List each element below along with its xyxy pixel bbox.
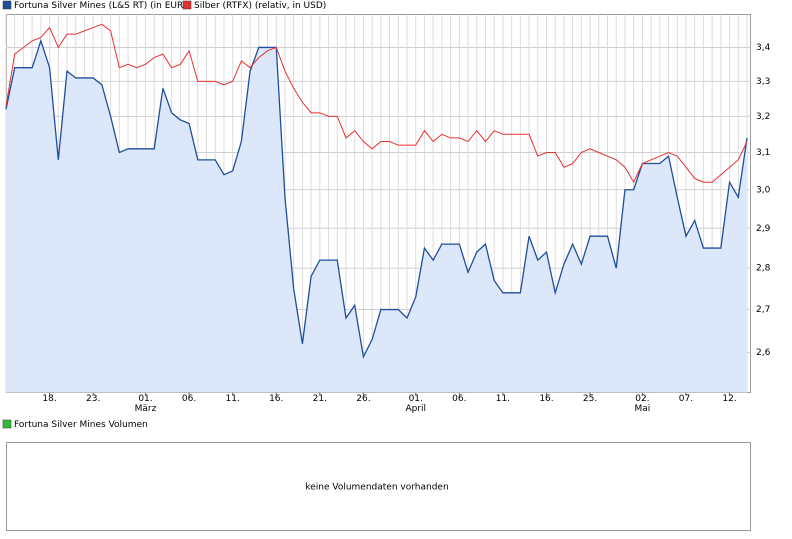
x-tick-label: 06. [452,394,466,404]
legend-swatch [2,419,12,429]
legend-label: Fortuna Silver Mines Volumen [14,420,148,430]
y-tick-label: 3,3 [756,77,770,87]
volume-frame [6,442,751,531]
y-tick-label: 3,4 [756,43,771,53]
x-tick-label: 23. [86,394,100,404]
x-tick-label: 12. [722,394,736,404]
x-tick-label: 01. [409,394,423,404]
x-tick-label: 16. [539,394,553,404]
x-tick-label: 07. [679,394,693,404]
annotation: keine Volumendaten vorhanden [305,483,448,493]
y-tick-label: 3,2 [756,112,770,122]
x-tick-label: 16. [269,394,283,404]
x-tick-label: 25. [583,394,597,404]
y-tick-label: 3,1 [756,148,770,158]
x-tick-label: 01. [138,394,152,404]
legend-swatch [182,0,192,10]
legend-label: Fortuna Silver Mines (L&S RT) (in EUR) [14,1,187,11]
x-tick-label: 18. [42,394,56,404]
y-tick-label: 2,8 [756,264,771,274]
month-label: Mai [634,404,650,414]
x-tick-label: 11. [225,394,239,404]
area [6,40,747,393]
line [5,23,748,184]
month-label: April [405,404,426,414]
legend-label: Silber (RTFX) (relativ, in USD) [194,1,326,11]
y-tick-label: 2,9 [756,224,771,234]
y-tick-label: 2,7 [756,305,770,315]
x-tick-label: 21. [313,394,327,404]
x-tick-label: 11. [496,394,510,404]
x-tick-label: 06. [182,394,196,404]
x-tick-label: 26. [356,394,370,404]
x-tick-label: 02. [635,394,649,404]
y-tick-label: 3,0 [756,185,771,195]
legend-swatch [2,0,12,10]
line [5,38,748,359]
y-tick-label: 2,6 [756,348,771,358]
month-label: März [135,404,157,414]
